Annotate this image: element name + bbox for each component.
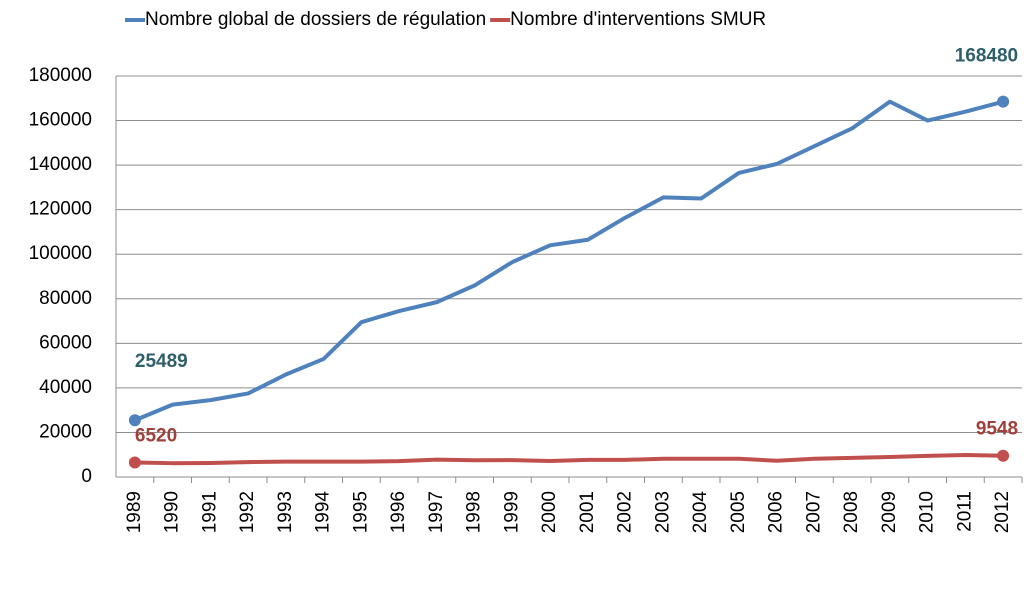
y-tick-label: 160000: [29, 110, 92, 131]
legend-label: Nombre d'interventions SMUR: [510, 9, 766, 30]
x-tick-label: 2008: [841, 491, 862, 533]
x-tick-label: 2011: [954, 491, 975, 532]
y-tick-label: 40000: [39, 377, 92, 398]
x-tick-label: 2010: [917, 491, 938, 533]
data-point: [128, 414, 141, 427]
x-tick-label: 1995: [350, 491, 371, 533]
series-line: [134, 452, 1004, 466]
y-tick-label: 60000: [39, 332, 92, 353]
data-label: 9548: [976, 419, 1018, 440]
x-tick-label: 1991: [199, 491, 220, 533]
y-tick-label: 20000: [39, 421, 92, 442]
x-tick-label: 2006: [766, 491, 787, 533]
x-tick-label: 2000: [539, 491, 560, 533]
x-tick-label: 1996: [388, 491, 409, 533]
data-point: [997, 95, 1010, 108]
x-tick-label: 1994: [313, 491, 334, 534]
x-tick-label: 1990: [162, 491, 183, 533]
legend-label: Nombre global de dossiers de régulation: [145, 9, 486, 30]
data-point: [128, 456, 141, 469]
y-tick-label: 180000: [29, 65, 92, 86]
x-tick-label: 1993: [275, 491, 296, 533]
data-label: 168480: [955, 46, 1018, 67]
x-tick-label: 1999: [501, 491, 522, 533]
x-tick-label: 2002: [615, 491, 636, 533]
data-point: [997, 449, 1010, 462]
series-line: [134, 99, 1004, 423]
x-tick-label: 1992: [237, 491, 258, 533]
y-tick-label: 80000: [39, 288, 92, 309]
x-tick-label: 1989: [124, 491, 145, 533]
data-label: 6520: [135, 425, 177, 446]
x-tick-label: 2003: [652, 491, 673, 533]
y-tick-label: 100000: [29, 243, 92, 264]
y-tick-label: 120000: [29, 199, 92, 220]
data-label: 25489: [135, 351, 188, 372]
x-tick-label: 2005: [728, 491, 749, 533]
x-tick-label: 2012: [992, 491, 1013, 533]
x-tick-label: 2004: [690, 491, 711, 534]
y-tick-label: 140000: [29, 154, 92, 175]
x-tick-label: 2001: [577, 491, 598, 533]
y-tick-label: 0: [81, 466, 92, 487]
x-tick-label: 1997: [426, 491, 447, 533]
x-tick-label: 1998: [464, 491, 485, 533]
x-tick-label: 2009: [879, 491, 900, 533]
x-tick-label: 2007: [803, 491, 824, 533]
